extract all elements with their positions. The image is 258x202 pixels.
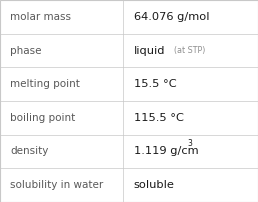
Text: 115.5 °C: 115.5 °C	[134, 113, 183, 123]
Text: density: density	[10, 146, 49, 157]
Text: soluble: soluble	[134, 180, 174, 190]
Text: phase: phase	[10, 45, 42, 56]
Text: boiling point: boiling point	[10, 113, 76, 123]
Text: (at STP): (at STP)	[174, 46, 205, 55]
Text: melting point: melting point	[10, 79, 80, 89]
Text: 3: 3	[187, 139, 192, 148]
Text: liquid: liquid	[134, 45, 165, 56]
Text: molar mass: molar mass	[10, 12, 71, 22]
Text: 64.076 g/mol: 64.076 g/mol	[134, 12, 209, 22]
Text: solubility in water: solubility in water	[10, 180, 103, 190]
Text: 15.5 °C: 15.5 °C	[134, 79, 176, 89]
Text: 1.119 g/cm: 1.119 g/cm	[134, 146, 198, 157]
